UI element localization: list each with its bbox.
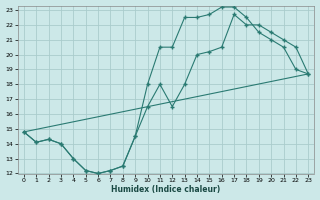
X-axis label: Humidex (Indice chaleur): Humidex (Indice chaleur) — [111, 185, 221, 194]
